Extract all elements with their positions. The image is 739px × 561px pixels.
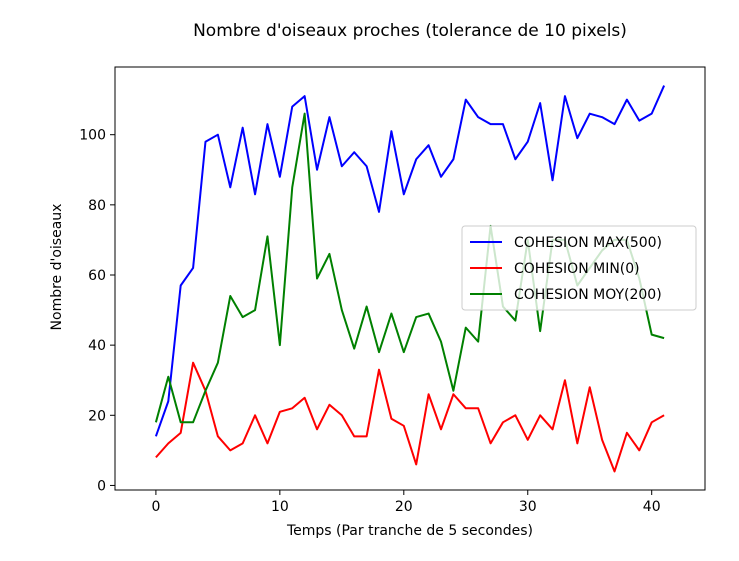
x-tick-label: 40 (643, 499, 661, 515)
y-tick-label: 80 (88, 198, 106, 214)
plot-area (114, 66, 706, 491)
legend-box (461, 225, 697, 311)
y-tick-label: 60 (88, 268, 106, 284)
legend-label-0: COHESION MAX(500) (514, 235, 662, 251)
x-tick-label: 30 (519, 499, 537, 515)
y-tick-label: 40 (88, 338, 106, 354)
y-tick-label: 20 (88, 408, 106, 424)
chart-title: Nombre d'oiseaux proches (tolerance de 1… (193, 21, 627, 41)
x-tick-label: 0 (151, 499, 160, 515)
y-axis-label: Nombre d'oiseaux (49, 204, 65, 331)
y-tick-label: 0 (97, 478, 106, 494)
x-tick-label: 20 (395, 499, 413, 515)
series-line-1 (155, 361, 665, 473)
series-line-0 (154, 85, 666, 437)
legend-label-2: COHESION MOY(200) (514, 287, 662, 303)
legend-label-1: COHESION MIN(0) (514, 261, 640, 277)
x-axis-ticks: 0 10 20 30 40 (151, 490, 661, 515)
x-tick-label: 10 (271, 499, 289, 515)
y-axis-ticks: 0 20 40 60 80 100 (79, 128, 115, 494)
legend: COHESION MAX(500) COHESION MIN(0) COHESION… (461, 225, 697, 311)
y-tick-label: 100 (79, 128, 106, 144)
x-axis-label: Temps (Par tranche de 5 secondes) (286, 523, 533, 539)
